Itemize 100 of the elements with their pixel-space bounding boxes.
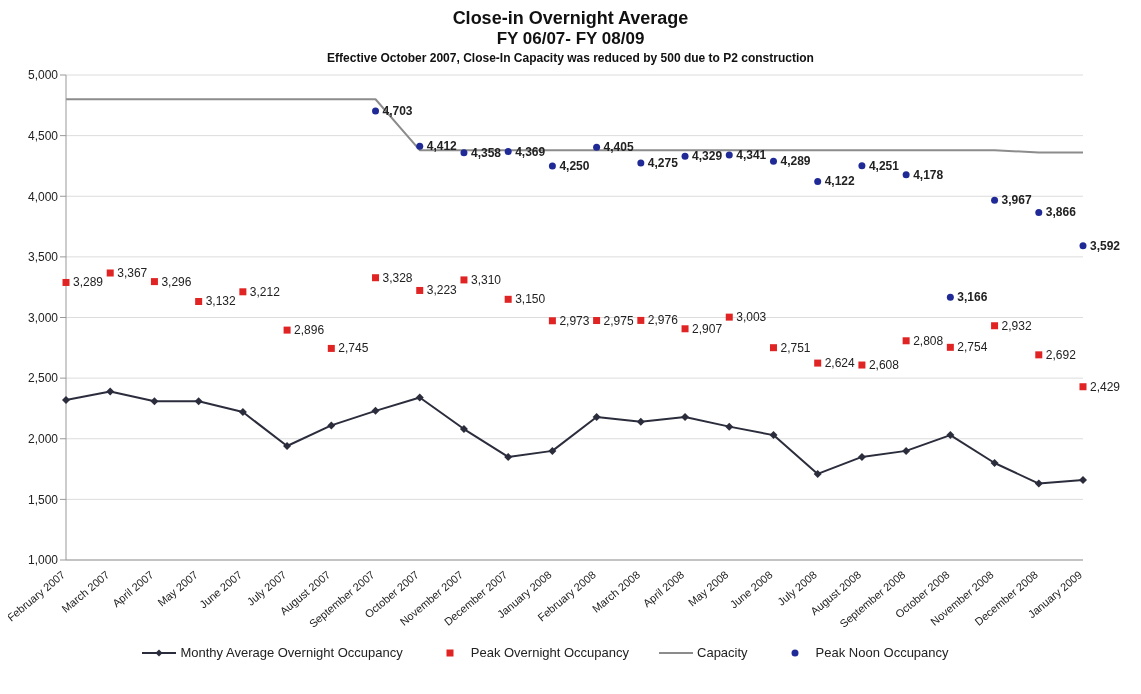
point xyxy=(813,469,822,478)
data-label: 4,251 xyxy=(868,158,900,173)
point xyxy=(769,344,777,352)
point xyxy=(548,446,557,455)
legend-label: Peak Overnight Occupancy xyxy=(469,645,630,660)
point xyxy=(460,276,468,284)
data-label: 4,289 xyxy=(780,154,811,169)
data-label: 3,003 xyxy=(736,310,767,325)
legend-label: Monthy Average Overnight Occupancy xyxy=(179,645,403,660)
data-label: 4,275 xyxy=(647,155,679,170)
point xyxy=(459,425,468,434)
point xyxy=(1079,383,1087,391)
data-label: 2,896 xyxy=(294,323,325,338)
data-label: 4,358 xyxy=(470,145,502,160)
point xyxy=(902,446,911,455)
y-tick-label: 3,500 xyxy=(27,250,59,265)
point xyxy=(194,397,203,406)
legend-label: Peak Noon Occupancy xyxy=(814,645,949,660)
chart-subtitle: FY 06/07- FY 08/09 xyxy=(495,29,646,49)
data-label: 2,907 xyxy=(692,321,723,336)
y-tick-label: 1,000 xyxy=(27,553,59,568)
data-label: 2,754 xyxy=(957,340,988,355)
point xyxy=(106,269,114,277)
point xyxy=(681,412,690,421)
point xyxy=(991,322,999,330)
point xyxy=(858,361,866,369)
point xyxy=(416,142,424,150)
point xyxy=(62,395,70,404)
point xyxy=(814,177,822,185)
data-label: 3,150 xyxy=(515,292,546,307)
point xyxy=(991,196,999,204)
data-label: 2,429 xyxy=(1090,379,1121,394)
data-label: 2,973 xyxy=(559,313,590,328)
data-label: 4,703 xyxy=(382,104,413,119)
data-label: 2,975 xyxy=(603,313,634,328)
data-label: 3,296 xyxy=(161,274,192,289)
point xyxy=(946,431,955,440)
data-label: 3,212 xyxy=(249,284,281,299)
data-label: 4,250 xyxy=(559,158,590,173)
data-label: 4,341 xyxy=(736,147,767,162)
point xyxy=(857,452,866,461)
data-label: 3,310 xyxy=(470,272,502,287)
point xyxy=(637,316,645,324)
y-tick-label: 5,000 xyxy=(27,68,59,83)
point xyxy=(725,151,733,159)
data-label: 2,751 xyxy=(780,340,811,355)
data-label: 4,329 xyxy=(692,149,723,164)
data-label: 3,223 xyxy=(426,283,458,298)
point xyxy=(858,162,866,170)
data-label: 2,976 xyxy=(647,313,679,328)
data-label: 4,412 xyxy=(426,139,458,154)
data-label: 3,866 xyxy=(1045,205,1077,220)
point xyxy=(106,387,115,396)
point xyxy=(504,148,512,156)
data-label: 4,369 xyxy=(515,144,546,159)
y-tick-label: 3,000 xyxy=(27,310,59,325)
y-tick-label: 1,500 xyxy=(27,492,59,507)
point xyxy=(548,317,556,325)
data-label: 3,967 xyxy=(1001,193,1032,208)
y-tick-label: 2,000 xyxy=(27,432,59,447)
point xyxy=(371,406,380,415)
data-label: 4,178 xyxy=(913,167,944,182)
y-tick-label: 4,500 xyxy=(27,128,59,143)
point xyxy=(593,143,601,151)
y-tick-label: 4,000 xyxy=(27,189,59,204)
point xyxy=(636,417,645,426)
point xyxy=(327,421,336,430)
point xyxy=(1079,475,1087,484)
point xyxy=(593,317,601,325)
point xyxy=(990,459,999,467)
point xyxy=(1035,209,1043,216)
data-label: 2,808 xyxy=(913,333,944,348)
data-label: 2,692 xyxy=(1045,347,1077,362)
point xyxy=(460,149,468,157)
point xyxy=(725,313,733,321)
point xyxy=(239,288,247,296)
point xyxy=(504,452,513,461)
point xyxy=(372,107,380,115)
point xyxy=(283,442,292,451)
legend-label: Capacity xyxy=(696,645,748,660)
data-label: 3,289 xyxy=(73,275,104,290)
point xyxy=(592,412,601,421)
point xyxy=(1079,242,1087,250)
point xyxy=(238,408,247,417)
point xyxy=(372,274,380,282)
point xyxy=(946,343,954,351)
point xyxy=(150,278,158,286)
point xyxy=(415,393,424,402)
point xyxy=(902,171,910,179)
point xyxy=(1034,479,1043,488)
point xyxy=(504,295,512,303)
data-label: 3,166 xyxy=(957,290,988,305)
point xyxy=(681,325,689,333)
y-tick-label: 2,500 xyxy=(27,371,59,386)
point xyxy=(681,152,689,160)
point xyxy=(283,326,291,334)
data-label: 4,405 xyxy=(603,140,634,155)
point xyxy=(769,431,778,440)
point xyxy=(814,359,822,367)
data-label: 2,624 xyxy=(824,356,856,371)
